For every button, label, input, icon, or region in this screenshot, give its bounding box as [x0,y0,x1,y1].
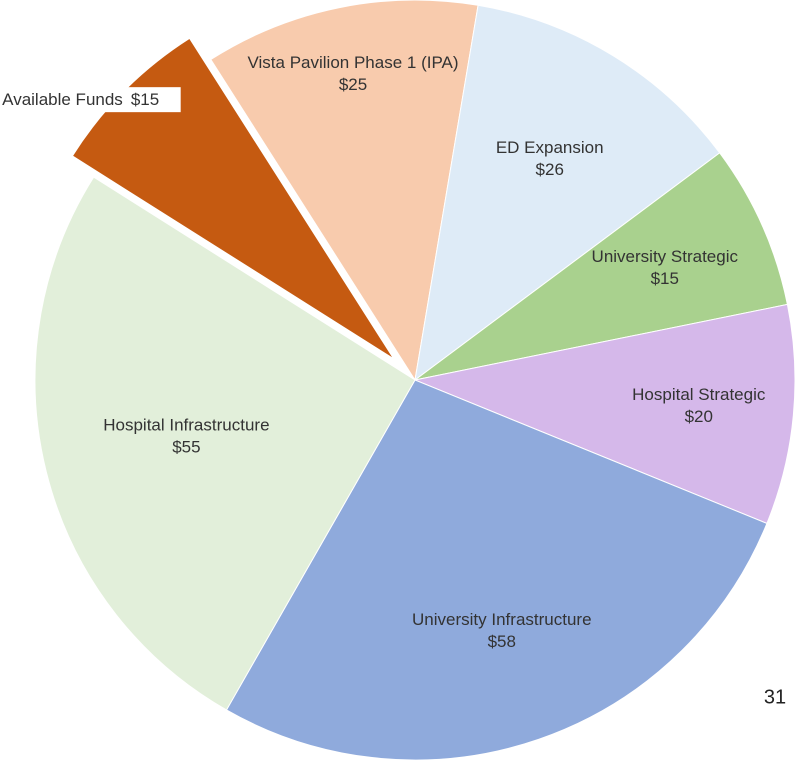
pie [34,0,796,761]
pie-slice [413,303,796,525]
labels: Vista Pavilion Phase 1 (IPA) $25 ED Expans… [0,53,766,651]
pie-slice [210,0,479,382]
pie-slice [225,379,768,761]
label-background [0,87,181,113]
value-label: $58 [488,632,516,651]
value-label: $15 [651,269,679,288]
pie-slice [34,176,416,711]
pie-slice [414,4,721,382]
value-label: $25 [339,75,367,94]
slice-label: Hospital Infrastructure [103,415,269,434]
page-number: 31 [764,686,786,708]
slice-label: Vista Pavilion Phase 1 (IPA) [248,53,459,72]
slice-label: University Strategic [592,247,739,266]
value-label: $26 [536,160,564,179]
value-label: $15 [131,90,159,109]
slice-label: University Infrastructure [412,610,592,629]
slice-label: Available Funds [2,90,123,109]
value-label: $20 [685,407,713,426]
value-label: $55 [172,437,200,456]
slice-label: ED Expansion [496,138,604,157]
slice-label: Hospital Strategic [632,385,766,404]
